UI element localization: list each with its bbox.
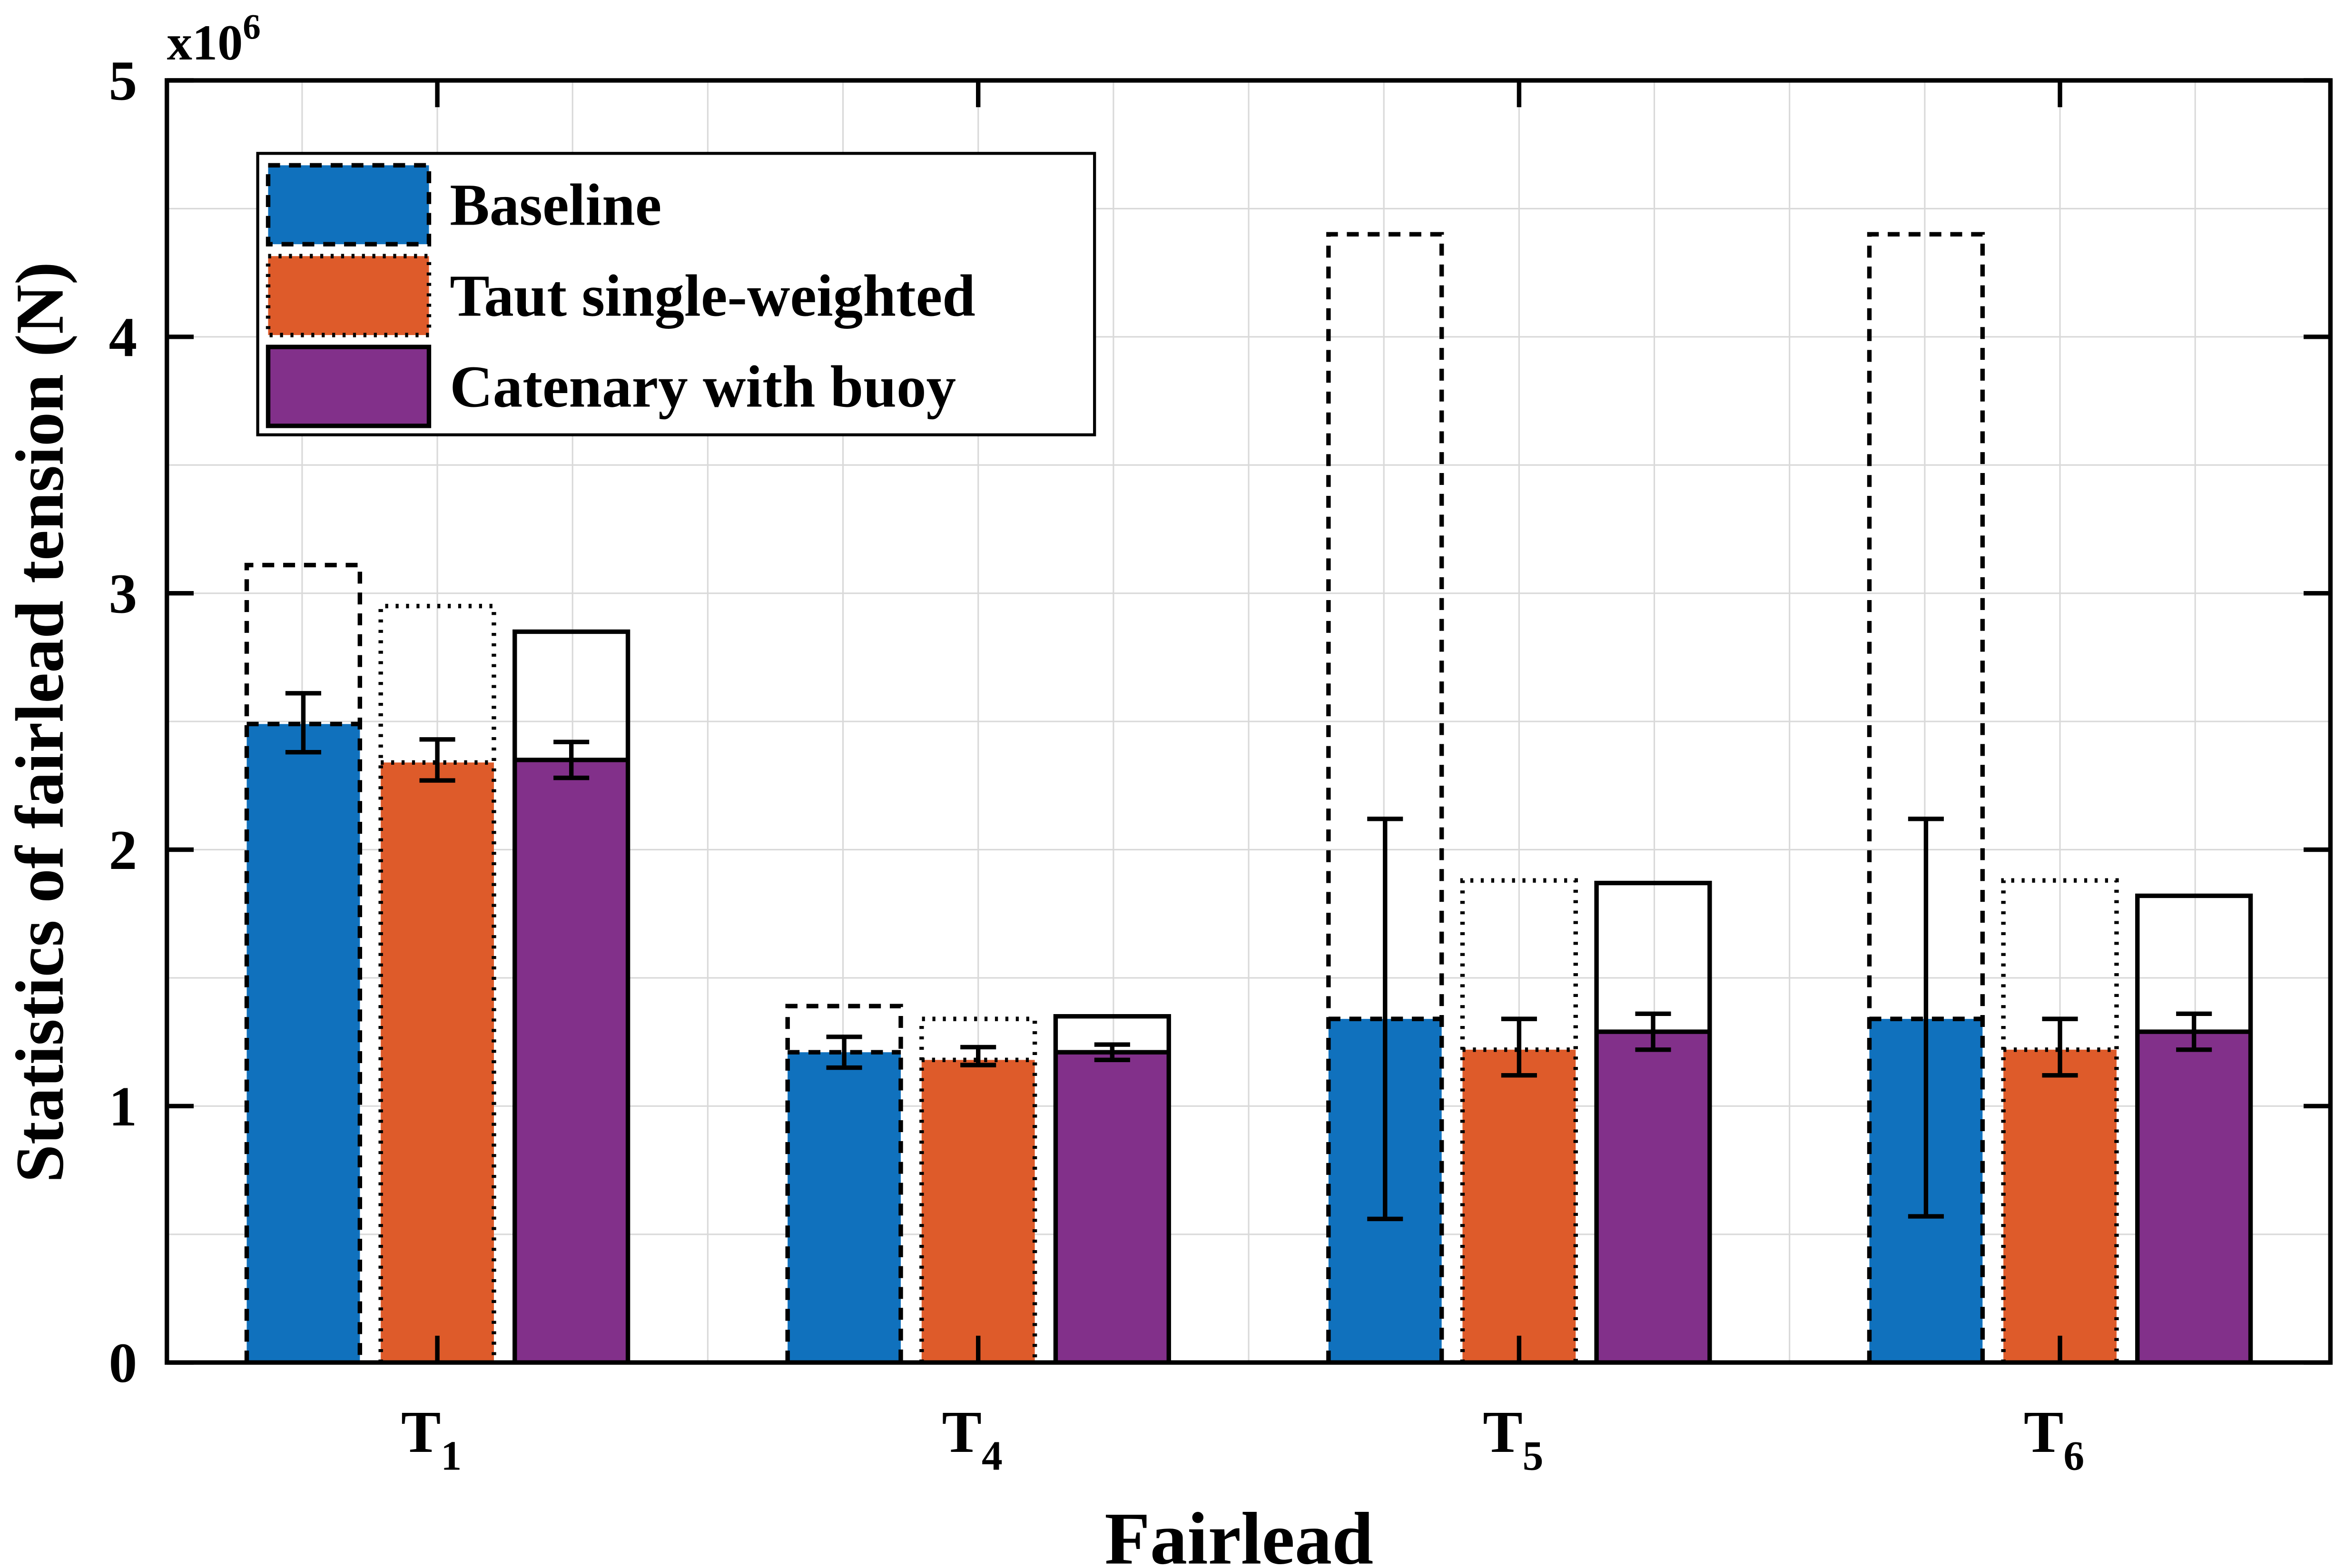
bar-mean (1055, 1052, 1169, 1363)
y-tick-label: 3 (109, 562, 137, 625)
axes: T1 T4 T5 T6 0 1 2 3 4 5 (109, 49, 2333, 1479)
bar-max-outline (785, 1004, 903, 1363)
bar-mean (1462, 1049, 1576, 1363)
bar-max-outline (1594, 880, 1712, 1363)
plot-frame (165, 78, 2333, 1365)
bar-max-outline (2135, 893, 2253, 1363)
error-bar (553, 740, 590, 780)
error-bar (1367, 817, 1403, 1222)
error-bar (1635, 1011, 1671, 1052)
legend-swatch (266, 345, 432, 428)
x-tick-label: T1 (401, 1399, 462, 1479)
error-bar (2176, 1011, 2212, 1052)
bar-max-outline (244, 562, 363, 1363)
x-tick-label: T5 (1483, 1399, 1543, 1479)
error-bar (826, 1035, 862, 1070)
y-tick-label: 5 (109, 49, 137, 112)
legend-label: Baseline (450, 172, 661, 238)
y-axis-label: Statistics of fairlead tension (N) (2, 262, 78, 1183)
bar-mean (2003, 1049, 2117, 1363)
y-multiplier: x106 (167, 7, 261, 71)
error-bar (285, 691, 321, 755)
legend-label: Catenary with buoy (450, 354, 956, 420)
legend-label: Taut single-weighted (450, 263, 975, 329)
bar-max-outline (1460, 878, 1578, 1363)
bar-max-outline (1326, 232, 1444, 1363)
bar-max-outline (1053, 1014, 1171, 1363)
bar-max-outline (1867, 232, 1985, 1363)
legend: Baseline Taut single-weighted Catenary wit… (256, 152, 1096, 436)
error-bar (1094, 1042, 1130, 1063)
error-bar (1908, 817, 1944, 1219)
x-axis-label: Fairlead (1104, 1498, 1373, 1568)
y-tick-label: 4 (109, 306, 137, 368)
error-bar (419, 737, 455, 783)
bars (244, 232, 2253, 1363)
y-tick-label: 2 (109, 819, 137, 881)
error-bar (960, 1045, 996, 1067)
bar-mean (381, 762, 494, 1363)
legend-swatch (266, 254, 432, 337)
error-bar (2042, 1016, 2078, 1078)
bar-mean (514, 759, 628, 1363)
bar-max-outline (2001, 878, 2119, 1363)
x-tick-label: T6 (2024, 1399, 2084, 1479)
bar-mean (921, 1060, 1035, 1363)
y-tick-label: 1 (109, 1075, 137, 1138)
bar-mean (2137, 1032, 2251, 1363)
bar-max-outline (378, 603, 496, 1363)
bar-mean (1596, 1032, 1710, 1363)
error-bar (1501, 1016, 1537, 1078)
bar-mean (788, 1052, 901, 1363)
y-tick-label: 0 (109, 1331, 137, 1394)
x-tick-label: T4 (942, 1399, 1003, 1479)
legend-swatch (266, 163, 432, 247)
bar-max-outline (512, 629, 631, 1363)
bar-mean (246, 724, 360, 1363)
